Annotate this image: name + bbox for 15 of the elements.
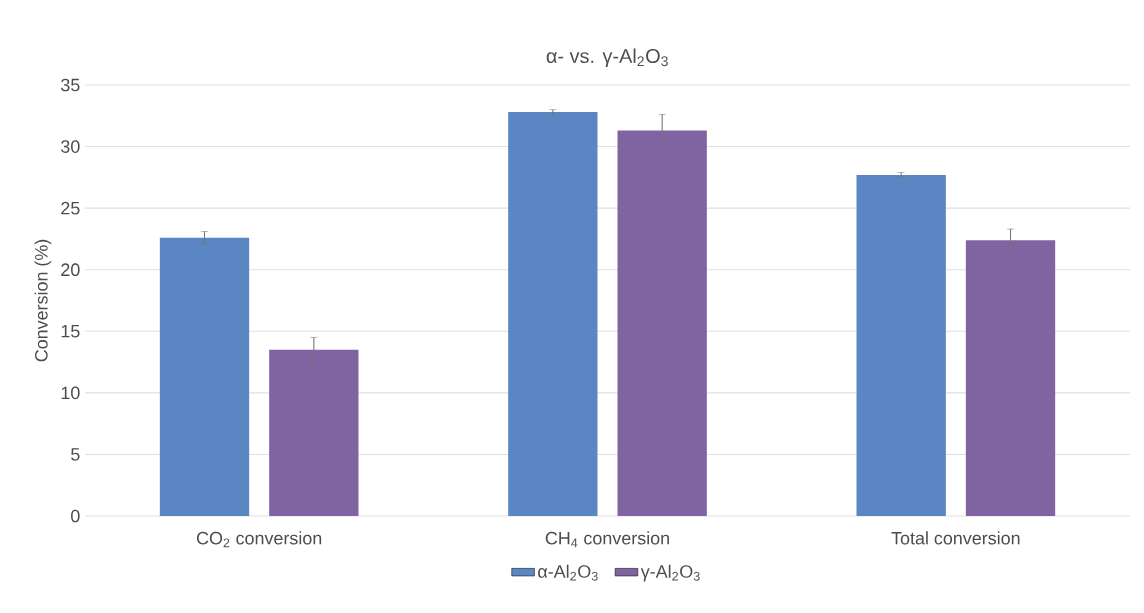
legend-label: α-Al$_{2}$O$_{3}$ <box>538 564 598 581</box>
x-tick-label: CO$_{2}$ conversion <box>196 531 322 548</box>
y-tick-label: 20 <box>61 263 80 277</box>
y-tick-label: 0 <box>71 509 80 523</box>
y-tick-label: 5 <box>71 448 80 461</box>
legend-label: γ-Al$_{2}$O$_{3}$ <box>640 564 700 582</box>
y-tick-label: 35 <box>61 78 80 92</box>
y-tick-label: 30 <box>61 140 80 153</box>
y-tick-label: 10 <box>61 386 80 400</box>
y-tick-label: 15 <box>61 325 80 338</box>
x-tick-label: CH$_{4}$ conversion <box>545 531 669 548</box>
y-axis-title: Conversion (%) <box>34 239 52 362</box>
y-tick-label: 25 <box>61 201 80 215</box>
x-tick-label: Total conversion <box>891 531 1020 545</box>
chart-title: α- vs. γ-Al$_{2}$O$_{3}$ <box>546 48 668 67</box>
